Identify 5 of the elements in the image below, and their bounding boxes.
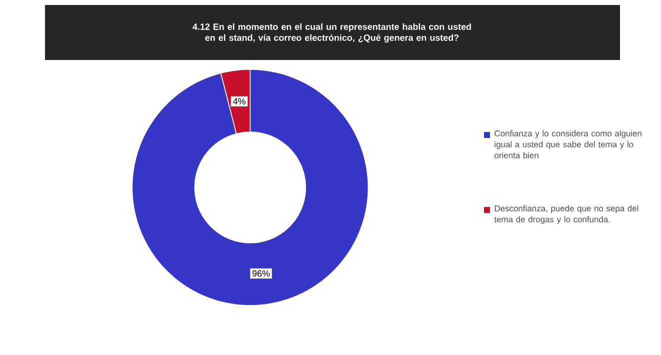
- legend-label: Confianza y lo considera como alguien igual a usted que sabe del tema y lo orienta bien: [494, 130, 642, 158]
- data-label: 96%: [252, 270, 270, 277]
- data-label: 4%: [233, 98, 246, 105]
- chart-title: 4.12 En el momento en el cual un representante habla con usted en el stand, vía correo electrónico, ¿Qué genera en usted?: [192, 23, 471, 43]
- legend-label: Desconfianza, puede que no sepa del tema de drogas y lo confunda.: [494, 205, 638, 224]
